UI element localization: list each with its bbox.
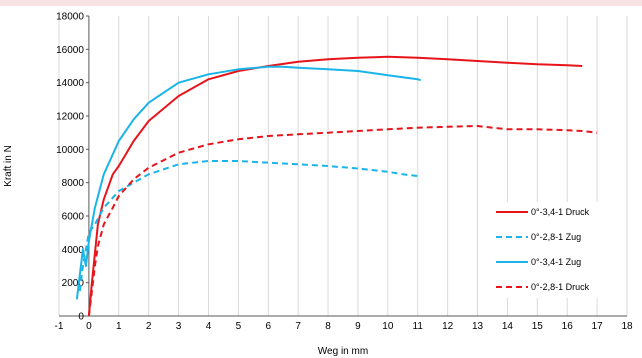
x-tick-label: 16 (562, 321, 574, 332)
x-tick-label: -1 (55, 321, 64, 332)
x-tick-label: 4 (206, 321, 212, 332)
x-tick-label: 17 (592, 321, 604, 332)
y-axis-title: Kraft in N (3, 145, 14, 187)
y-tick-label: 14000 (56, 78, 84, 89)
x-tick-label: 5 (236, 321, 242, 332)
y-tick-label: 18000 (56, 12, 84, 23)
legend: 0°-3,4-1 Druck 0°-2,8-1 Zug 0°-3,4-1 Zug 0°… (490, 202, 614, 298)
x-tick-label: 15 (532, 321, 544, 332)
y-tick-label: 10000 (56, 145, 84, 156)
y-tick-label: 4000 (62, 245, 85, 256)
x-tick-label: 18 (621, 321, 633, 332)
x-tick-label: 10 (382, 321, 394, 332)
x-tick-label: 13 (472, 321, 484, 332)
series-line-3 (75, 65, 421, 300)
legend-label: 0°-3,4-1 Zug (531, 257, 581, 267)
y-tick-label: 0 (78, 312, 84, 323)
y-tick-label: 16000 (56, 45, 84, 56)
header-strip (0, 0, 642, 6)
y-tick-label: 2000 (62, 278, 85, 289)
y-tick-label: 12000 (56, 112, 84, 123)
x-tick-label: 0 (86, 321, 92, 332)
legend-label: 0°-2,8-1 Druck (531, 282, 590, 292)
axes (59, 15, 627, 317)
y-tick-label: 8000 (62, 178, 85, 189)
x-tick-label: 7 (295, 321, 301, 332)
x-tick-label: 12 (442, 321, 454, 332)
x-tick-label: 1 (116, 321, 122, 332)
x-tick-label: 11 (413, 321, 424, 332)
data-series (75, 55, 598, 317)
legend-box (490, 202, 614, 298)
x-tick-label: 6 (265, 321, 271, 332)
y-tick-label: 6000 (62, 212, 85, 223)
x-tick-label: 2 (146, 321, 152, 332)
y-tick-labels: 0 2000 4000 6000 8000 10000 12000 14000 16000 180… (56, 12, 84, 323)
x-tick-label: 9 (355, 321, 361, 332)
x-tick-label: 14 (502, 321, 514, 332)
x-tick-label: 8 (325, 321, 331, 332)
x-axis-title: Weg in mm (318, 346, 368, 357)
series-line-2 (78, 160, 422, 292)
legend-label: 0°-3,4-1 Druck (531, 207, 590, 217)
legend-label: 0°-2,8-1 Zug (531, 232, 581, 242)
x-tick-labels: -1 0 1 2 3 4 5 6 7 8 9 10 11 12 13 14 15 16 17 18 (55, 321, 633, 332)
x-tick-label: 3 (176, 321, 182, 332)
